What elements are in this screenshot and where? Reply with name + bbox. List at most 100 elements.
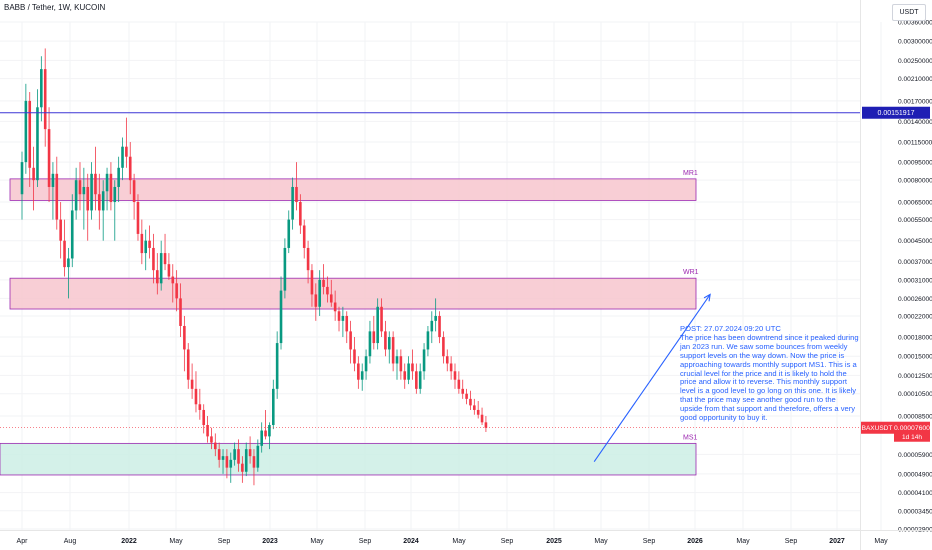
candle-body [476, 409, 480, 415]
candle-body [140, 233, 144, 254]
candle-body [442, 337, 445, 357]
candle-body [159, 253, 163, 284]
arrow-head [703, 293, 711, 302]
candle-body [82, 186, 86, 195]
candle-body [90, 173, 93, 211]
y-tick-label: 0.00022000 [898, 313, 932, 320]
candle-body [233, 449, 236, 460]
zone-mr1 [9, 178, 697, 201]
candle-body [241, 463, 244, 472]
candle-body [484, 422, 488, 428]
time-axis-divider [0, 530, 932, 531]
candle-body [190, 379, 194, 389]
candles [20, 48, 488, 486]
symbol-tag [860, 421, 894, 434]
candle-body [221, 456, 225, 460]
x-tick-label: 2025 [546, 538, 562, 545]
x-tick-label: May [874, 538, 888, 545]
y-tick-label: 0.00037000 [898, 259, 932, 266]
candle-body [465, 393, 468, 399]
candle-body [395, 356, 399, 364]
y-tick-label: 0.00018000 [898, 335, 932, 342]
candle-body [244, 449, 248, 472]
x-axis[interactable]: Apr Aug 2022 May Sep 2023 May Sep 2024 May Sep 2025… [17, 538, 889, 545]
candle-body [183, 325, 186, 350]
candle-body [113, 186, 117, 203]
candle-body [302, 225, 306, 248]
countdown-label: 1d 14h [902, 434, 922, 441]
candle-body [268, 425, 271, 437]
candle-body [202, 409, 206, 426]
y-tick-label: 0.00010500 [898, 391, 932, 398]
candle-body [32, 167, 35, 181]
zones: MR1 WR1 MS1 [0, 170, 699, 476]
candle-body [105, 173, 109, 192]
y-tick-label: 0.00360000 [898, 20, 932, 27]
projection-arrow [593, 294, 711, 463]
y-tick-label: 0.00055000 [898, 217, 932, 224]
candle-body [422, 349, 426, 372]
candle-body [372, 331, 376, 344]
candle-body [353, 349, 356, 364]
y-tick-label: 0.00300000 [898, 39, 932, 46]
candle-body [125, 146, 128, 157]
candle-body [194, 388, 198, 405]
current-price-label: 0.00007600 [894, 425, 930, 432]
x-tick-label: 2023 [262, 538, 278, 545]
candle-body [295, 186, 298, 203]
candle-body [391, 337, 395, 364]
candle-body [229, 459, 233, 468]
x-tick-label: Sep [218, 538, 231, 545]
candle-body [186, 349, 190, 380]
x-tick-label: May [310, 538, 324, 545]
candle-body [136, 202, 140, 234]
x-tick-label: 2026 [687, 538, 703, 545]
zone-wr1 [9, 277, 697, 310]
chart-title: BABB / Tether, 1W, KUCOIN [4, 3, 106, 12]
candle-body [329, 294, 333, 303]
candle-body [171, 276, 175, 284]
candle-body [210, 436, 213, 443]
unit-selector[interactable]: USDT [892, 4, 926, 21]
y-tick-label: 0.00004100 [898, 490, 932, 497]
candle-body [63, 240, 66, 268]
candle-body [333, 302, 337, 312]
candle-body [264, 430, 267, 437]
candle-body [47, 129, 51, 187]
x-tick-label: May [452, 538, 466, 545]
candle-body [144, 240, 148, 254]
x-tick-label: May [736, 538, 750, 545]
x-tick-label: May [594, 538, 608, 545]
candle-body [287, 219, 291, 248]
candle-body [457, 379, 461, 389]
y-tick-label: 0.00065000 [898, 200, 932, 207]
overlay [593, 293, 711, 463]
x-tick-label: 2027 [829, 538, 845, 545]
candle-body [271, 388, 275, 426]
y-tick-label: 0.00045000 [898, 238, 932, 245]
y-tick-label: 0.00026000 [898, 296, 932, 303]
candle-body [163, 253, 167, 265]
candle-body [51, 173, 55, 187]
y-tick-label: 0.00004900 [898, 471, 932, 478]
candle-body [411, 363, 414, 372]
candle-body [28, 100, 32, 168]
candle-body [74, 180, 78, 211]
candle-body [384, 331, 387, 350]
candle-body [275, 343, 279, 389]
candle-body [70, 210, 74, 259]
candle-body [256, 445, 260, 468]
candle-body [387, 337, 391, 350]
zone-label: MS1 [683, 434, 698, 441]
y-axis[interactable]: 0.00360000 0.00300000 0.00250000 0.00210000… [898, 20, 932, 534]
candle-body [198, 404, 202, 410]
candle-body [67, 258, 70, 268]
x-tick-label: 2022 [121, 538, 137, 545]
x-tick-label: May [169, 538, 183, 545]
candle-body [430, 320, 434, 332]
candle-body [132, 180, 136, 203]
axis-divider [860, 0, 861, 550]
candle-body [260, 430, 263, 446]
candle-body [341, 315, 345, 321]
